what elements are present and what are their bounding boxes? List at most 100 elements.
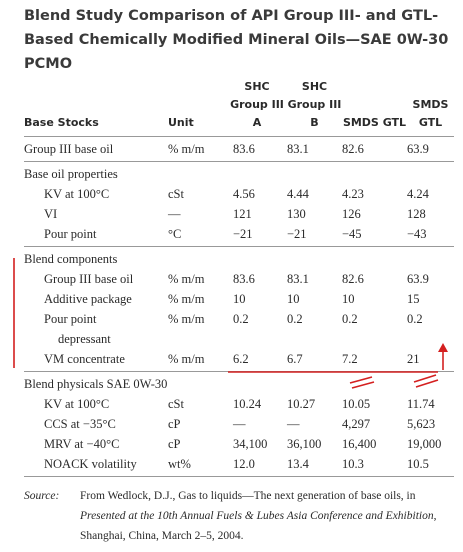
table-row: Additive package % m/m 10 10 10 15: [24, 289, 454, 309]
cell: 130: [287, 207, 306, 221]
cell: 34,100: [233, 437, 268, 451]
header-cell: Base Stocks: [24, 116, 99, 129]
row-label: Pour point depressant: [44, 312, 111, 346]
header-row: Base Stocks Unit SHC Group III A SHC Group …: [24, 78, 454, 137]
header-cell: SHC Group III A: [230, 80, 284, 129]
cell: 10.24: [233, 397, 262, 411]
cell: 16,400: [342, 437, 377, 451]
cell: 83.6: [233, 142, 255, 156]
cell: 83.1: [287, 272, 309, 286]
cell: cSt: [168, 187, 184, 201]
cell: −21: [287, 227, 307, 241]
row-label: MRV at −40°C: [44, 437, 120, 451]
cell: —: [168, 207, 181, 221]
table-row: KV at 100°C cSt 10.24 10.27 10.05 11.74: [24, 394, 454, 414]
cell: 10: [342, 292, 355, 306]
row-label: Base oil properties: [24, 167, 118, 181]
cell: −45: [342, 227, 362, 241]
cell: 7.2: [342, 352, 358, 366]
table-row: VI — 121 130 126 128: [24, 204, 454, 224]
cell: 19,000: [407, 437, 442, 451]
table-row: NOACK volatility wt% 12.0 13.4 10.3 10.5: [24, 454, 454, 474]
cell: 10.05: [342, 397, 371, 411]
group-row: Blend components: [24, 249, 454, 269]
table-row: MRV at −40°C cP 34,100 36,100 16,400 19,000: [24, 434, 454, 454]
cell: 63.9: [407, 142, 429, 156]
header-cell: Unit: [168, 116, 194, 129]
cell: 82.6: [342, 272, 364, 286]
table-row: CCS at −35°C cP — — 4,297 5,623: [24, 414, 454, 434]
source: Source: From Wedlock, D.J., Gas to liqui…: [24, 486, 456, 546]
cell: —: [287, 417, 300, 431]
table-row: Group III base oil % m/m 83.6 83.1 82.6 63.9: [24, 269, 454, 289]
cell: 11.74: [407, 397, 435, 411]
cell: 0.2: [287, 312, 303, 326]
cell: °C: [168, 227, 182, 241]
group-row: Blend physicals SAE 0W-30: [24, 374, 454, 394]
row-label: NOACK volatility: [44, 457, 137, 471]
cell: 10: [233, 292, 246, 306]
cell: % m/m: [168, 142, 205, 156]
group-row: Group III base oil % m/m 83.6 83.1 82.6 63.9: [24, 139, 454, 159]
cell: 12.0: [233, 457, 255, 471]
source-part: From Wedlock, D.J., Gas to liquids—The n…: [80, 490, 416, 502]
row-label: VM concentrate: [44, 352, 125, 366]
source-part: Presented at the 10th Annual Fuels & Lub…: [80, 510, 434, 522]
cell: % m/m: [168, 272, 205, 286]
table-row: KV at 100°C cSt 4.56 4.44 4.23 4.24: [24, 184, 454, 204]
cell: 0.2: [407, 312, 423, 326]
cell: 128: [407, 207, 426, 221]
row-group: Blend components Group III base oil % m/m 8…: [24, 247, 454, 372]
cell: 4.23: [342, 187, 364, 201]
cell: cP: [168, 437, 181, 451]
cell: 82.6: [342, 142, 364, 156]
row-group: Blend physicals SAE 0W-30 KV at 100°C cSt 1…: [24, 372, 454, 477]
row-label: KV at 100°C: [44, 397, 110, 411]
source-label: Source:: [24, 490, 60, 502]
cell: 121: [233, 207, 252, 221]
cell: 0.2: [342, 312, 358, 326]
table-row: VM concentrate % m/m 6.2 6.7 7.2 21: [24, 349, 454, 369]
table-row: Pour point °C −21 −21 −45 −43: [24, 224, 454, 244]
row-label: Group III base oil: [44, 272, 134, 286]
cell: 83.6: [233, 272, 255, 286]
cell: wt%: [168, 457, 191, 471]
cell: 10.27: [287, 397, 316, 411]
cell: % m/m: [168, 312, 205, 326]
row-label: Pour point: [44, 227, 97, 241]
source-part: , Shanghai, China, March 2–5, 2004.: [80, 510, 437, 542]
row-label: KV at 100°C: [44, 187, 110, 201]
cell: 4.56: [233, 187, 255, 201]
cell: 5,623: [407, 417, 436, 431]
group-row: Base oil properties: [24, 164, 454, 184]
cell: 13.4: [287, 457, 309, 471]
cell: 10.3: [342, 457, 364, 471]
cell: 36,100: [287, 437, 322, 451]
source-text: From Wedlock, D.J., Gas to liquids—The n…: [80, 486, 456, 546]
cell: 4,297: [342, 417, 371, 431]
row-group: Group III base oil % m/m 83.6 83.1 82.6 63.9: [24, 137, 454, 162]
header-cell: SMDS GTL: [342, 116, 407, 129]
cell: 6.2: [233, 352, 249, 366]
header-cell: SMDS GTL: [412, 98, 449, 129]
row-label: Group III base oil: [24, 142, 114, 156]
cell: 126: [342, 207, 361, 221]
cell: 63.9: [407, 272, 429, 286]
cell: 0.2: [233, 312, 249, 326]
cell: −43: [407, 227, 427, 241]
row-group: Base oil properties KV at 100°C cSt 4.56 4.4…: [24, 162, 454, 247]
cell: % m/m: [168, 352, 205, 366]
table-row: Pour point depressant % m/m 0.2 0.2 0.2 0.2: [24, 309, 454, 349]
cell: cP: [168, 417, 181, 431]
cell: 4.24: [407, 187, 429, 201]
cell: 83.1: [287, 142, 309, 156]
cell: % m/m: [168, 292, 205, 306]
row-label: VI: [44, 207, 58, 221]
row-label: Additive package: [44, 292, 132, 306]
cell: 15: [407, 292, 420, 306]
cell: 10: [287, 292, 300, 306]
cell: cSt: [168, 397, 184, 411]
cell: 4.44: [287, 187, 309, 201]
cell: −21: [233, 227, 253, 241]
